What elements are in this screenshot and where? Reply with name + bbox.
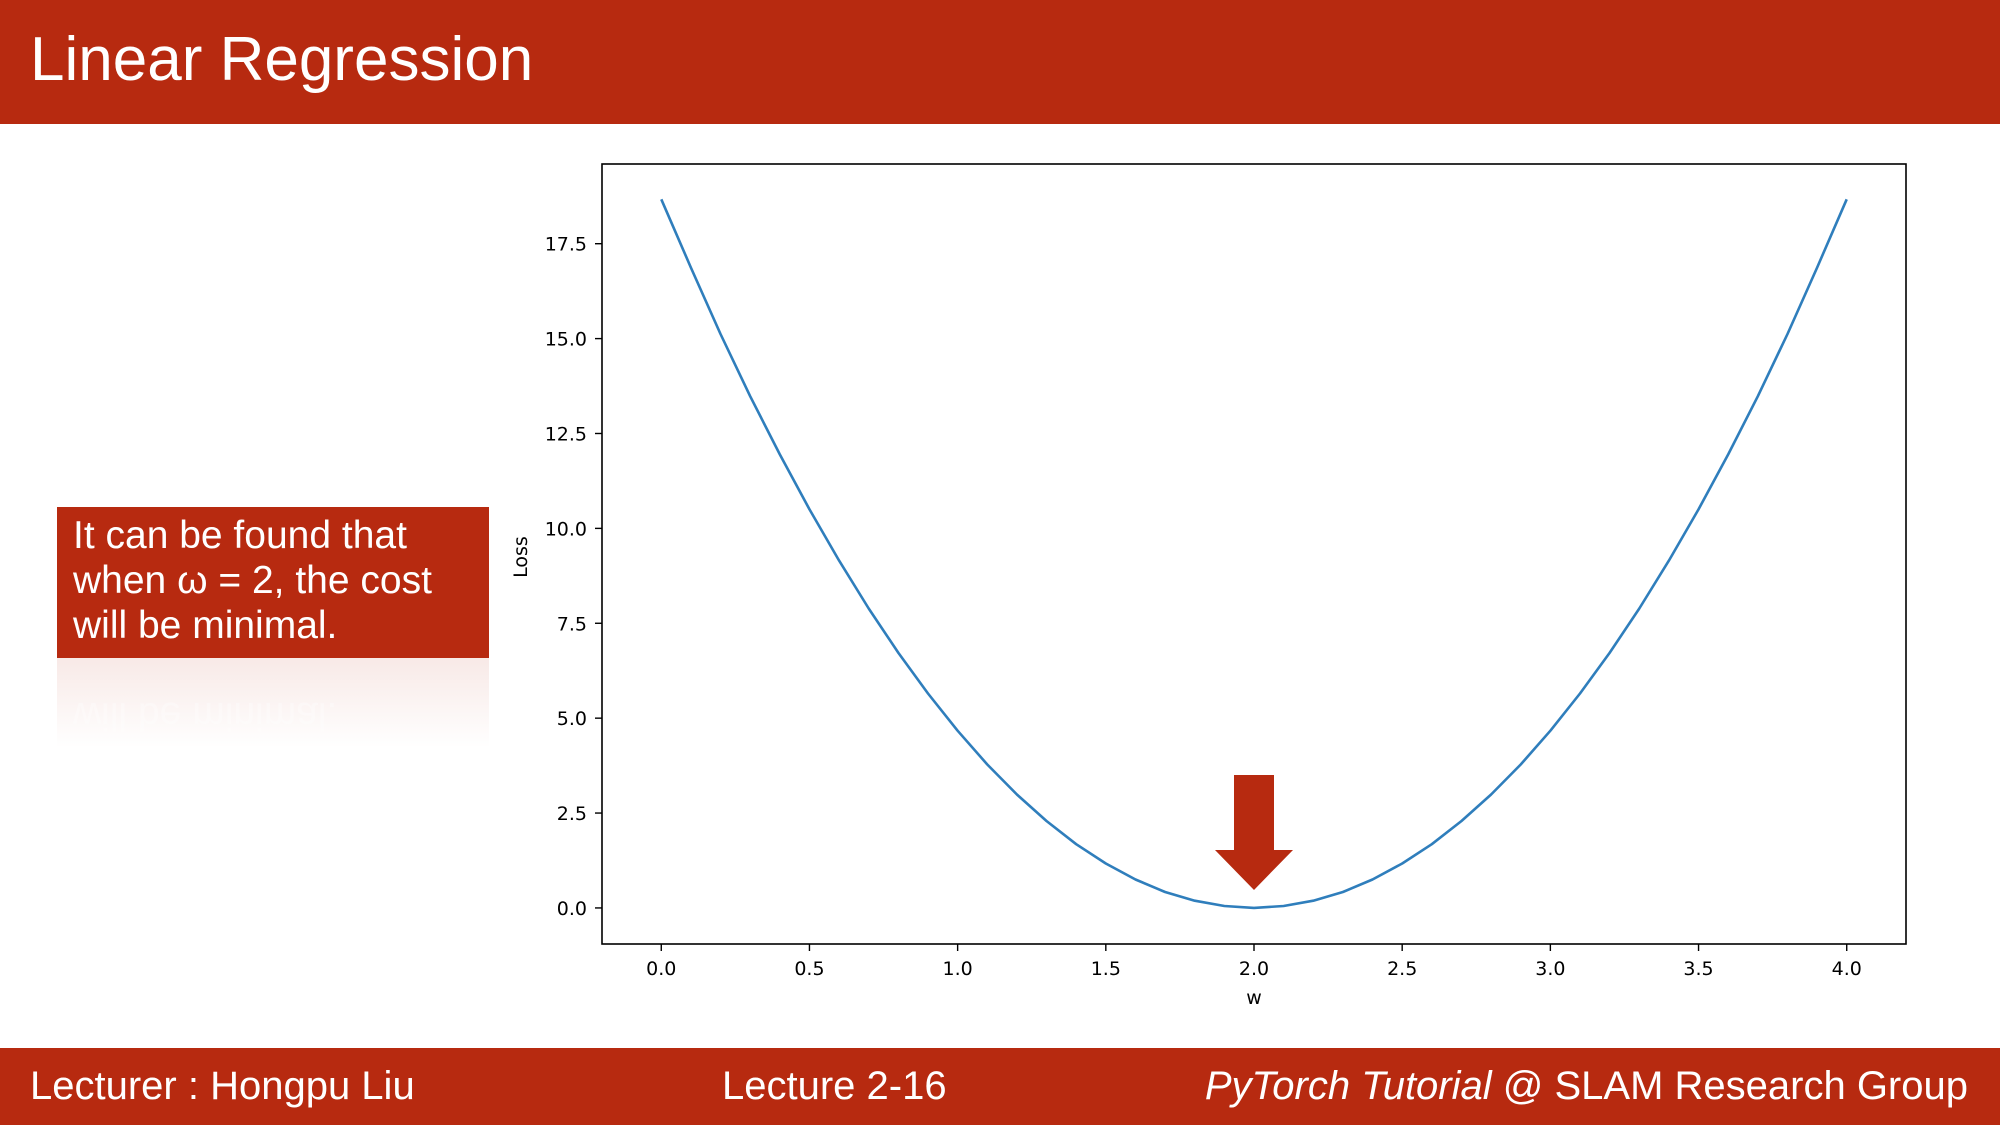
series-loss-line xyxy=(660,198,1848,910)
slide-title: Linear Regression xyxy=(30,25,534,94)
x-tick-label: 2.0 xyxy=(1239,958,1269,980)
footer-course: PyTorch Tutorial @ SLAM Research Group xyxy=(1205,1063,1968,1109)
callout-box: It can be found that when ω = 2, the cos… xyxy=(57,507,489,658)
footer-course-italic: PyTorch Tutorial xyxy=(1204,1064,1492,1108)
callout-line-3: will be minimal. xyxy=(73,604,338,647)
y-tick-label: 5.0 xyxy=(557,708,587,730)
y-ticks: 0.0 2.5 5.0 7.5 10.0 12.5 15.0 17.5 xyxy=(545,234,602,920)
arrow-shape xyxy=(1215,774,1293,890)
x-tick-label: 0.0 xyxy=(646,958,676,980)
y-axis-label: Loss xyxy=(510,536,532,578)
y-tick-label: 12.5 xyxy=(545,423,587,445)
y-tick-label: 15.0 xyxy=(545,329,587,351)
x-ticks: 0.0 0.5 1.0 1.5 2.0 2.5 3.0 3.5 4.0 xyxy=(646,944,1862,980)
y-tick-label: 7.5 xyxy=(557,613,587,635)
header-bar: Linear Regression xyxy=(0,0,2000,124)
x-tick-label: 1.0 xyxy=(943,958,973,980)
callout-line-1: It can be found that xyxy=(73,514,407,557)
minimum-arrow-icon xyxy=(1215,774,1293,890)
x-tick-label: 1.5 xyxy=(1091,958,1121,980)
x-tick-label: 2.5 xyxy=(1387,958,1417,980)
y-tick-label: 10.0 xyxy=(545,518,587,540)
y-tick-label: 0.0 xyxy=(557,898,587,920)
footer-bar: Lecturer : Hongpu Liu Lecture 2-16 PyTor… xyxy=(0,1048,2000,1125)
callout-reflection: when ω = 2, the cost will be minimal. xyxy=(57,658,489,748)
footer-lecture-number: Lecture 2-16 xyxy=(722,1064,947,1108)
x-tick-label: 4.0 xyxy=(1832,958,1862,980)
footer-course-rest: @ SLAM Research Group xyxy=(1491,1064,1968,1108)
x-tick-label: 0.5 xyxy=(794,958,824,980)
y-tick-label: 17.5 xyxy=(545,234,587,256)
x-axis-label: w xyxy=(1246,987,1262,1009)
callout-line-2: when ω = 2, the cost xyxy=(73,559,432,602)
y-tick-label: 2.5 xyxy=(557,803,587,825)
footer-lecturer: Lecturer : Hongpu Liu xyxy=(30,1064,415,1108)
x-tick-label: 3.5 xyxy=(1683,958,1713,980)
x-tick-label: 3.0 xyxy=(1535,958,1565,980)
